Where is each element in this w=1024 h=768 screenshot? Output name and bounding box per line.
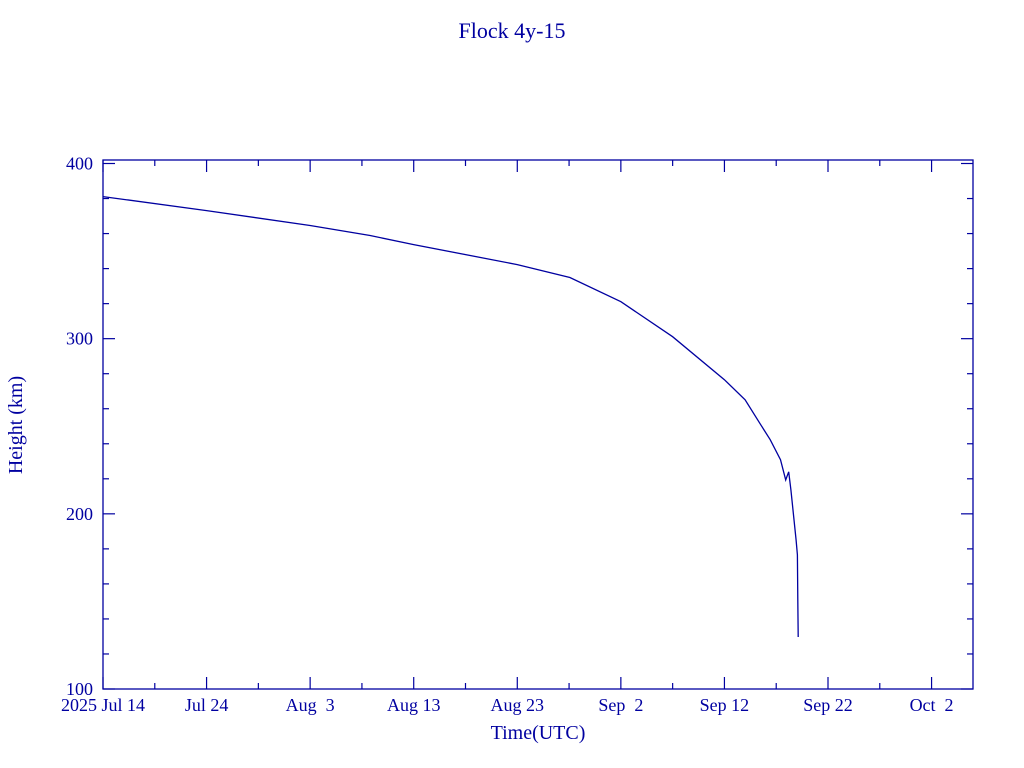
x-tick-label: Jul 24 — [185, 695, 229, 715]
x-tick-label: Sep 22 — [803, 695, 853, 715]
plot-frame — [102, 159, 974, 690]
tick-labels: 2025 Jul 14 Jul 24 Aug 3 Aug 13 Aug 23 Sep 2 S… — [61, 154, 954, 715]
x-tick-label: Sep 2 — [598, 695, 643, 715]
y-tick-label: 400 — [66, 154, 93, 174]
series-line — [102, 195, 799, 638]
x-tick-label: Aug 3 — [286, 695, 335, 715]
x-tick-label: Oct 2 — [910, 695, 954, 715]
chart-title: Flock 4y-15 — [459, 18, 566, 43]
y-tick-label: 100 — [66, 679, 93, 699]
y-tick-label: 200 — [66, 504, 93, 524]
x-tick-label: Sep 12 — [700, 695, 750, 715]
x-tick-label: Aug 13 — [387, 695, 441, 715]
axis-ticks — [102, 160, 973, 690]
y-axis-label: Height (km) — [5, 376, 27, 474]
y-tick-label: 300 — [66, 329, 93, 349]
x-tick-label: Aug 23 — [491, 695, 545, 715]
x-tick-label: 2025 Jul 14 — [61, 695, 145, 715]
x-axis-label: Time(UTC) — [491, 722, 586, 744]
